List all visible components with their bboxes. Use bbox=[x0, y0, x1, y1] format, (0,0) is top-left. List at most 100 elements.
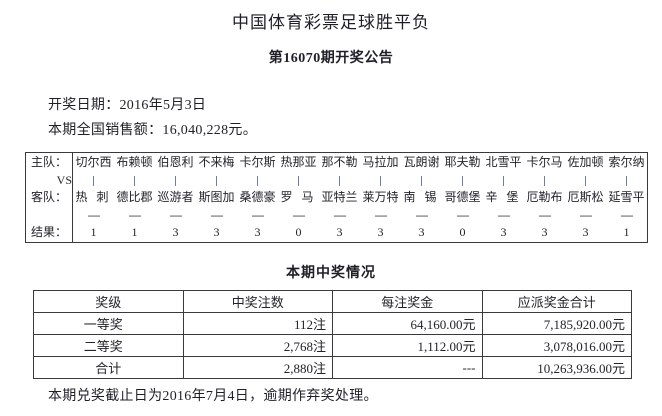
dash-cell: ---- bbox=[456, 208, 470, 222]
match-results-table-wrap: 主队： 切尔西 布赖顿 伯恩利 不来梅 卡尔斯 热那亚 那不勒 马拉加 瓦朗谢 … bbox=[25, 152, 648, 243]
prize-table: 奖级 中奖注数 每注奖金 应派奖金合计 一等奖 112注 64,160.00元 … bbox=[33, 290, 632, 379]
prize-level: 合计 bbox=[33, 356, 184, 379]
table-row: 一等奖 112注 64,160.00元 7,185,920.00元 bbox=[33, 312, 632, 335]
dash-row-label bbox=[25, 207, 73, 223]
result-cell: 1 bbox=[623, 225, 630, 239]
redemption-deadline-note: 本期兑奖截止日为2016年7月4日，逾期作弃奖处理。 bbox=[48, 389, 378, 404]
result-label: 结果： bbox=[25, 223, 73, 243]
prize-total: 3,078,016.00元 bbox=[481, 334, 632, 357]
away-team-cell: 厄勒布 bbox=[526, 190, 563, 204]
result-cell: 1 bbox=[90, 225, 97, 239]
home-team-cell: 切尔西 bbox=[75, 155, 112, 169]
prize-each: --- bbox=[332, 356, 483, 379]
vs-bar-icon bbox=[216, 176, 217, 187]
dash-cell: ---- bbox=[538, 208, 552, 222]
result-cell: 0 bbox=[295, 225, 302, 239]
vs-bar-cell bbox=[319, 172, 360, 188]
home-team-cell: 佐加顿 bbox=[567, 155, 604, 169]
result-cell: 3 bbox=[336, 225, 343, 239]
vs-bar-cell bbox=[401, 172, 442, 188]
prize-each: 64,160.00元 bbox=[332, 312, 483, 335]
vs-bar-cell bbox=[196, 172, 237, 188]
home-team-cell: 马拉加 bbox=[362, 155, 399, 169]
prize-header-row: 奖级 中奖注数 每注奖金 应派奖金合计 bbox=[33, 290, 632, 313]
away-team-cell: 斯图加 bbox=[198, 190, 235, 204]
home-team-cell: 不来梅 bbox=[198, 155, 235, 169]
dash-cell: ---- bbox=[128, 208, 142, 222]
away-team-cell: 厄斯松 bbox=[567, 190, 604, 204]
vs-bar-icon bbox=[257, 176, 258, 187]
vs-bar-cell bbox=[442, 172, 483, 188]
home-team-cell: 卡尔斯 bbox=[239, 155, 276, 169]
vs-bar-icon bbox=[298, 176, 299, 187]
away-team-cell: 亚特兰 bbox=[321, 190, 358, 204]
home-team-row: 主队： 切尔西 布赖顿 伯恩利 不来梅 卡尔斯 热那亚 那不勒 马拉加 瓦朗谢 … bbox=[25, 152, 648, 172]
prize-count: 2,768注 bbox=[182, 334, 333, 357]
home-team-cell: 耶夫勒 bbox=[444, 155, 481, 169]
vs-bar-icon bbox=[585, 176, 586, 187]
national-sales-line: 本期全国销售额：16,040,228元。 bbox=[48, 123, 257, 138]
dash-cell: ---- bbox=[620, 208, 634, 222]
result-cell: 3 bbox=[418, 225, 425, 239]
page-title: 中国体育彩票足球胜平负 bbox=[232, 13, 430, 32]
prize-total: 10,263,936.00元 bbox=[481, 356, 632, 379]
vs-bar-icon bbox=[462, 176, 463, 187]
away-team-cell: 哥德堡 bbox=[444, 190, 481, 204]
result-cell: 3 bbox=[582, 225, 589, 239]
vs-bar-cell bbox=[155, 172, 196, 188]
prize-each: 1,112.00元 bbox=[332, 334, 483, 357]
dash-cell: ---- bbox=[497, 208, 511, 222]
draw-date-line: 开奖日期：2016年5月3日 bbox=[48, 98, 207, 113]
dash-cell: ---- bbox=[292, 208, 306, 222]
result-cell: 3 bbox=[213, 225, 220, 239]
away-team-row: 客队： 热 刺 德比郡 巡游者 斯图加 桑德豪 罗 马 亚特兰 莱万特 南 锡 … bbox=[25, 188, 648, 207]
away-team-cell: 德比郡 bbox=[116, 190, 153, 204]
vs-bar-cell bbox=[565, 172, 606, 188]
vs-bar-icon bbox=[626, 176, 627, 187]
vs-bar-cell bbox=[278, 172, 319, 188]
dash-cell: ---- bbox=[210, 208, 224, 222]
home-team-cell: 瓦朗谢 bbox=[403, 155, 440, 169]
draw-meta-block: 开奖日期：2016年5月3日 本期全国销售额：16,040,228元。 bbox=[0, 67, 662, 143]
home-team-cell: 热那亚 bbox=[280, 155, 317, 169]
vs-bar-icon bbox=[421, 176, 422, 187]
away-team-label: 客队： bbox=[25, 188, 73, 207]
home-team-cell: 布赖顿 bbox=[116, 155, 153, 169]
result-cell: 3 bbox=[377, 225, 384, 239]
table-row: 合计 2,880注 --- 10,263,936.00元 bbox=[33, 356, 632, 379]
dash-cell: ---- bbox=[333, 208, 347, 222]
away-team-cell: 辛 堡 bbox=[485, 190, 522, 204]
prize-col-total: 应派奖金合计 bbox=[481, 290, 632, 313]
home-team-cell: 那不勒 bbox=[321, 155, 358, 169]
prize-table-wrap: 奖级 中奖注数 每注奖金 应派奖金合计 一等奖 112注 64,160.00元 … bbox=[33, 290, 632, 379]
prize-count: 2,880注 bbox=[182, 356, 333, 379]
dash-separator-row: ---- ---- ---- ---- ---- ---- ---- ---- … bbox=[25, 207, 648, 223]
vs-bar-icon bbox=[339, 176, 340, 187]
dash-cell: ---- bbox=[415, 208, 429, 222]
prize-section-heading: 本期中奖情况 bbox=[286, 266, 376, 281]
prize-count: 112注 bbox=[182, 312, 333, 335]
home-team-cell: 索尔纳 bbox=[608, 155, 645, 169]
vs-separator-row: VS bbox=[25, 172, 648, 188]
dash-cell: ---- bbox=[374, 208, 388, 222]
result-cell: 3 bbox=[500, 225, 507, 239]
result-cell: 1 bbox=[131, 225, 138, 239]
prize-level: 一等奖 bbox=[33, 312, 184, 335]
away-team-cell: 延雪平 bbox=[608, 190, 645, 204]
home-team-cell: 卡尔马 bbox=[526, 155, 563, 169]
away-team-cell: 热 刺 bbox=[75, 190, 112, 204]
vs-bar-icon bbox=[93, 176, 94, 187]
vs-bar-cell bbox=[237, 172, 278, 188]
vs-bar-cell bbox=[483, 172, 524, 188]
vs-bar-cell bbox=[114, 172, 155, 188]
vs-bar-icon bbox=[544, 176, 545, 187]
dash-cell: ---- bbox=[87, 208, 101, 222]
page-subtitle: 第16070期开奖公告 bbox=[268, 51, 394, 66]
result-row: 结果： 1 1 3 3 3 0 3 3 3 0 3 3 3 1 bbox=[25, 223, 648, 243]
prize-level: 二等奖 bbox=[33, 334, 184, 357]
away-team-cell: 罗 马 bbox=[280, 190, 317, 204]
vs-bar-cell bbox=[360, 172, 401, 188]
vs-bar-cell bbox=[73, 172, 115, 188]
away-team-cell: 南 锡 bbox=[403, 190, 440, 204]
